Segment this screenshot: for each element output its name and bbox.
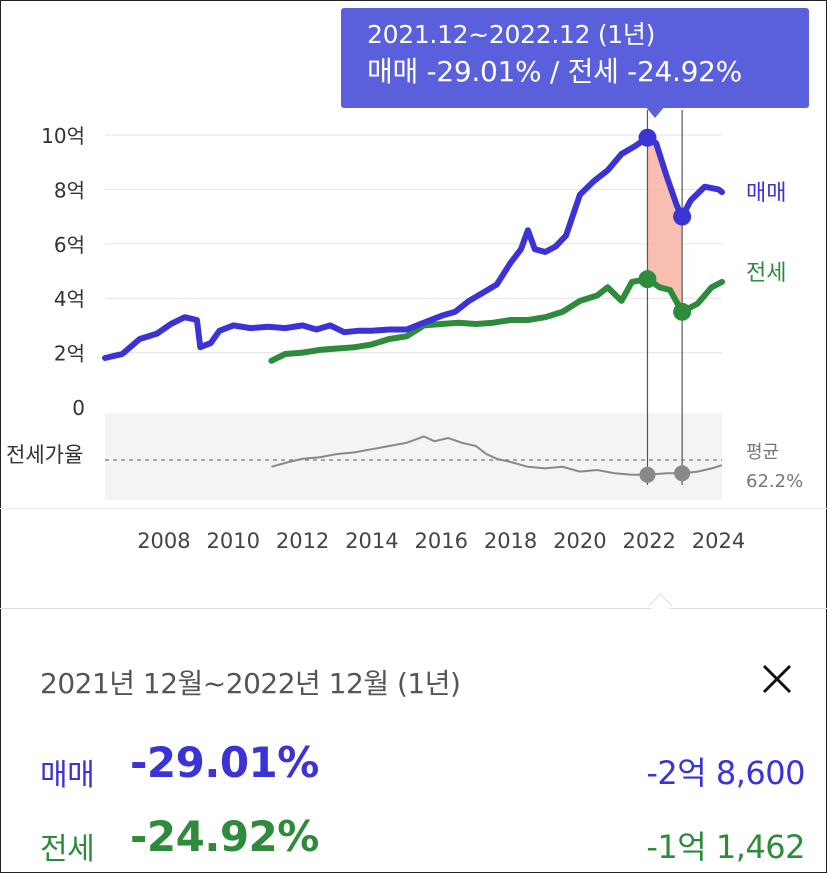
x-tick-label: 2018 (484, 529, 537, 553)
ratio-panel-bg (105, 413, 722, 500)
ratio-end-marker (674, 465, 691, 482)
y-tick-label: 10억 (41, 124, 85, 148)
sale-row: 매매 -29.01% -2억 8,600 (40, 738, 805, 798)
x-tick-label: 2012 (276, 529, 329, 553)
x-tick-label: 2016 (415, 529, 468, 553)
ratio-label: 전세가율 (6, 443, 83, 467)
sale-start-marker (638, 128, 657, 147)
ratio-average-value: 62.2% (746, 471, 803, 492)
x-tick-label: 2024 (692, 529, 745, 553)
x-tick-label: 2008 (137, 529, 190, 553)
ratio-start-marker (639, 466, 656, 483)
close-icon[interactable] (752, 654, 802, 704)
jeonse-end-marker (673, 302, 692, 321)
panel-divider (0, 608, 827, 609)
sale-amount: -2억 8,600 (646, 754, 805, 792)
jeonse-amount: -1억 1,462 (646, 828, 805, 866)
jeonse-row: 전세 -24.92% -1억 1,462 (40, 812, 805, 872)
y-tick-label: 0 (72, 396, 85, 420)
y-tick-label: 2억 (54, 342, 85, 366)
y-tick-label: 8억 (54, 178, 85, 202)
series-line-sale (102, 134, 725, 361)
chart-bottom-divider (0, 508, 827, 509)
tooltip-summary: 매매 -29.01% / 전세 -24.92% (367, 55, 742, 88)
x-tick-label: 2014 (345, 529, 398, 553)
y-tick-label: 4억 (54, 287, 85, 311)
sale-end-marker (673, 207, 692, 226)
tooltip-tail (645, 106, 665, 118)
jeonse-percent: -24.92% (130, 812, 319, 861)
sale-percent: -29.01% (130, 738, 319, 787)
sale-label: 매매 (40, 758, 95, 793)
price-chart[interactable]: 0 2억 4억 6억 8억 10억 2008 2010 2012 2014 2016 2018 2020… (0, 0, 827, 610)
x-tick-label: 2020 (553, 529, 606, 553)
jeonse-start-marker (638, 270, 657, 289)
highlight-band (647, 137, 683, 312)
series-label-jeonse: 전세 (746, 261, 786, 286)
range-tooltip: 2021.12~2022.12 (1년) 매매 -29.01% / 전세 -24… (341, 8, 809, 108)
ratio-average-label: 평균 (746, 442, 779, 463)
panel-title: 2021년 12월~2022년 12월 (1년) (40, 667, 461, 700)
x-tick-label: 2010 (207, 529, 260, 553)
tooltip-period: 2021.12~2022.12 (1년) (367, 20, 656, 49)
jeonse-label: 전세 (40, 832, 95, 867)
series-label-sale: 매매 (746, 181, 786, 206)
y-tick-label: 6억 (54, 233, 85, 257)
x-tick-label: 2022 (622, 529, 675, 553)
series-line-jeonse (268, 276, 725, 364)
